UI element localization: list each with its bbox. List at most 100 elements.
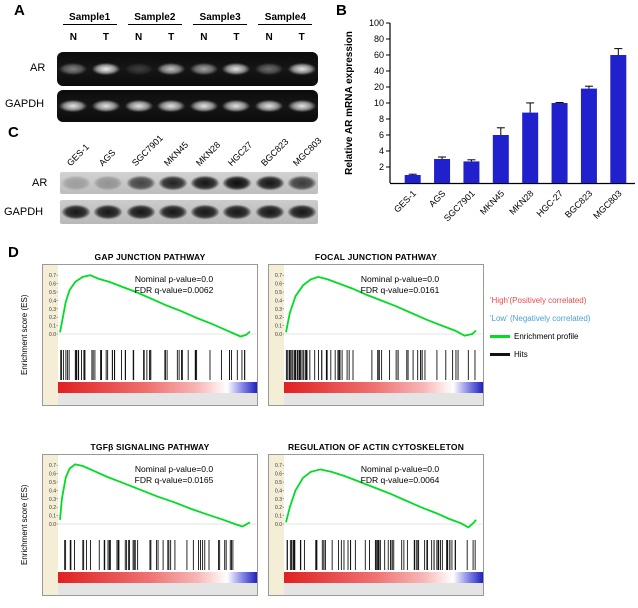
gel-band xyxy=(189,63,218,75)
es-tick-label: 0.6 xyxy=(275,472,282,478)
blot-band xyxy=(223,176,252,190)
bottom-strip xyxy=(58,393,257,405)
x-category-label: BGC823 xyxy=(563,188,594,219)
es-tick-label: 0.5 xyxy=(275,480,282,486)
plot-border xyxy=(42,264,258,406)
es-tick-label: 0.2 xyxy=(275,505,282,511)
es-tick-label: 0.3 xyxy=(275,497,282,503)
lane-label: N xyxy=(265,32,273,43)
gsea-title-actin: REGULATION OF ACTIN CYTOSKELETON xyxy=(287,442,465,452)
legend-hits-label: Hits xyxy=(514,350,528,359)
x-category-label: AGS xyxy=(427,188,448,209)
gsea-plot-tgfb: 0.7 0.6 0.5 0.4 0.3 0.2 0.1 0.0 Nominal p-value=… xyxy=(42,454,258,596)
es-tick-label: 0.7 xyxy=(49,273,56,279)
enrichment-curve xyxy=(59,463,251,528)
gel-band xyxy=(222,100,251,112)
gsea-plot-actin: 0.7 0.6 0.5 0.4 0.3 0.2 0.1 0.0 Nominal p-value=… xyxy=(268,454,484,596)
es-tick-label: 0.1 xyxy=(49,514,56,520)
fdr-q-value: FDR q-value=0.0161 xyxy=(361,285,440,295)
rank-gradient-bar xyxy=(58,382,257,393)
rank-gradient-bar xyxy=(284,382,483,393)
y-tick-label: 100 xyxy=(369,18,384,28)
lane-label: T xyxy=(298,32,305,43)
gel-band xyxy=(91,100,120,112)
es-tick-label: 0.6 xyxy=(49,282,56,288)
axis-strip xyxy=(42,454,58,596)
sample-label: Sample2 xyxy=(127,12,182,25)
cell-line-label: MGC803 xyxy=(290,135,324,168)
cell-line-label: MKN45 xyxy=(161,139,191,168)
gel-band xyxy=(255,63,284,75)
cell-line-labels: GES-1 AGS SGC7901 MKN45 MKN28 HGC27 BGC823 MGC8… xyxy=(60,126,323,170)
gsea-legend: 'High'(Positively correlated) 'Low' (Neg… xyxy=(490,296,638,368)
y-tick-label: 80 xyxy=(374,34,384,44)
gel-band xyxy=(157,100,186,112)
y-tick-label: 20 xyxy=(374,82,384,92)
es-tick-label: 0.4 xyxy=(49,298,56,304)
cell-line-label: BGC823 xyxy=(258,136,291,168)
es-tick-label: 0.4 xyxy=(49,488,56,494)
nominal-p-value: Nominal p-value=0.0 xyxy=(135,464,213,474)
blot-band xyxy=(94,176,123,190)
es-tick-label: 0.2 xyxy=(275,315,282,321)
es-tick-label: 0.5 xyxy=(275,290,282,296)
es-tick-label: 0.4 xyxy=(275,488,282,494)
sample-label: Sample4 xyxy=(258,12,313,25)
enrichment-curve xyxy=(59,274,251,338)
gel-band xyxy=(124,63,153,75)
cell-line-label: SGC7901 xyxy=(129,132,165,168)
es-tick-label: 0.6 xyxy=(49,472,56,478)
blot-band xyxy=(255,176,284,190)
blot-band xyxy=(94,205,123,219)
plot-border xyxy=(268,454,484,596)
cell-line-label: HGC27 xyxy=(226,139,255,168)
es-axis-label-row2: Enrichment score (ES) xyxy=(20,484,29,566)
plot-border xyxy=(268,264,484,406)
bar xyxy=(522,112,539,183)
panel-a-ar-label: AR xyxy=(30,62,46,74)
gsea-plot-gap-junction: 0.7 0.6 0.5 0.4 0.3 0.2 0.1 0.0 Nominal p-value=… xyxy=(42,264,258,406)
x-category-label: HGC-27 xyxy=(535,188,565,218)
legend-profile-label: Enrichment profile xyxy=(514,332,579,341)
blot-band xyxy=(158,176,187,190)
es-tick-label: 0.0 xyxy=(275,332,282,338)
bottom-strip xyxy=(284,393,483,405)
gel-gapdh xyxy=(57,90,318,122)
nominal-p-value: Nominal p-value=0.0 xyxy=(361,274,439,284)
western-blot-gapdh xyxy=(60,200,318,224)
enrichment-profile-line-swatch xyxy=(490,335,510,338)
bar xyxy=(610,55,627,183)
es-tick-label: 0.2 xyxy=(49,315,56,321)
x-category-label: GES-1 xyxy=(392,188,418,214)
es-tick-label: 0.1 xyxy=(275,324,282,330)
gel-band xyxy=(222,63,251,75)
plot-border xyxy=(42,454,258,596)
nominal-p-value: Nominal p-value=0.0 xyxy=(361,464,439,474)
es-tick-label: 0.3 xyxy=(49,497,56,503)
cell-line-label: MKN28 xyxy=(194,139,223,168)
es-tick-label: 0.7 xyxy=(275,273,282,279)
gel-band xyxy=(255,100,284,112)
es-axis-label-row1: Enrichment score (ES) xyxy=(20,294,29,376)
bar xyxy=(551,103,568,183)
axis-strip xyxy=(268,264,284,406)
fdr-q-value: FDR q-value=0.0064 xyxy=(361,475,440,485)
y-tick-label: 60 xyxy=(374,50,384,60)
lane-label: N xyxy=(134,32,143,43)
gel-ar xyxy=(57,52,318,86)
es-tick-label: 0.7 xyxy=(49,463,56,469)
blot-band xyxy=(62,205,91,219)
nominal-p-value: Nominal p-value=0.0 xyxy=(135,274,213,284)
y-tick-label: 8 xyxy=(379,114,384,124)
blot-band xyxy=(126,176,155,190)
legend-high-label: 'High'(Positively correlated) xyxy=(490,296,587,305)
lane-label: T xyxy=(233,32,240,43)
blot-band xyxy=(191,205,220,219)
es-tick-label: 0.3 xyxy=(49,307,56,313)
x-category-label: MGC803 xyxy=(591,188,624,221)
panel-a-gapdh-label: GAPDH xyxy=(5,98,45,110)
gsea-title-focal-junction: FOCAL JUNCTION PATHWAY xyxy=(314,252,438,262)
es-tick-label: 0.5 xyxy=(49,480,56,486)
y-tick-label: 6 xyxy=(379,130,384,140)
x-category-label: SGC7901 xyxy=(442,188,477,223)
